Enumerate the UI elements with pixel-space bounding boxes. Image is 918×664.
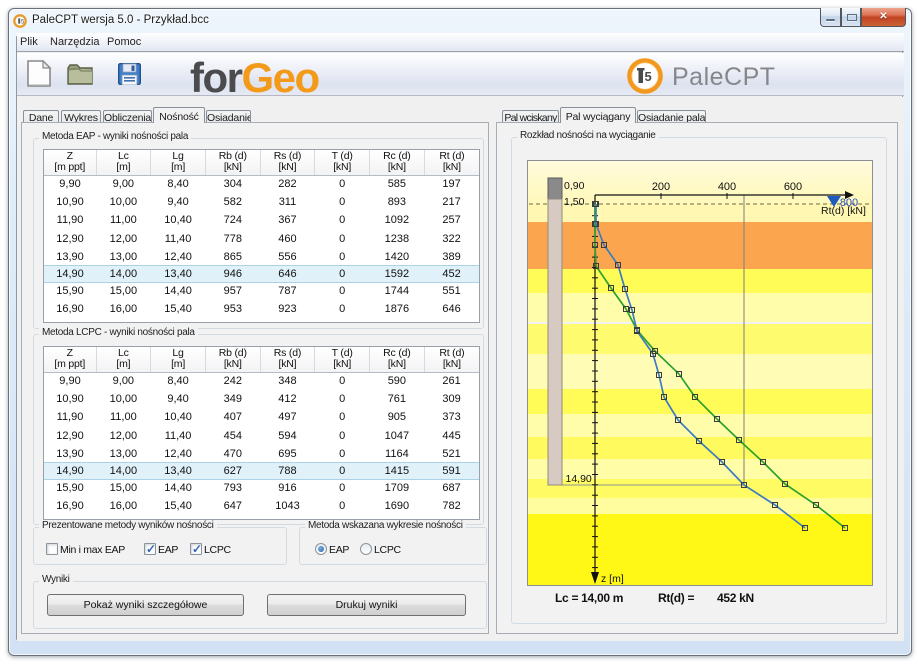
svg-text:800: 800 — [840, 197, 858, 209]
svg-text:200: 200 — [652, 181, 670, 193]
svg-text:5: 5 — [645, 69, 652, 84]
svg-text:600: 600 — [784, 181, 802, 193]
svg-text:14,90: 14,90 — [566, 473, 592, 485]
svg-text:z [m]: z [m] — [601, 573, 624, 585]
svg-text:0,90: 0,90 — [564, 180, 585, 192]
svg-text:Rt(d) [kN]: Rt(d) [kN] — [821, 205, 866, 217]
svg-text:5: 5 — [21, 19, 25, 26]
svg-text:400: 400 — [718, 181, 736, 193]
svg-text:1,50: 1,50 — [564, 196, 585, 208]
